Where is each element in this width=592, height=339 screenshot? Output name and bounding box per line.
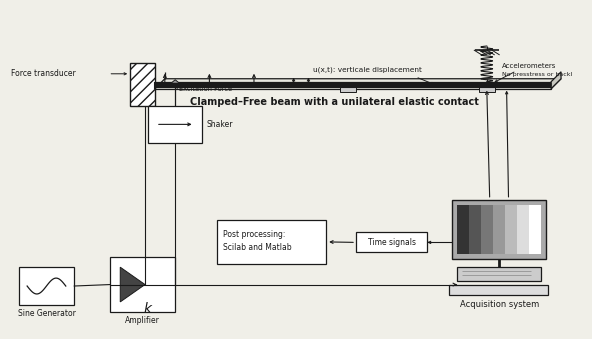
Bar xyxy=(481,205,493,254)
Polygon shape xyxy=(169,80,181,85)
Bar xyxy=(517,205,529,254)
Text: Acquisition system: Acquisition system xyxy=(459,300,539,309)
Text: Scilab and Matlab: Scilab and Matlab xyxy=(223,243,292,253)
Polygon shape xyxy=(120,267,145,302)
Bar xyxy=(217,220,326,264)
Bar xyxy=(110,257,175,312)
Text: Clamped–Free beam with a unilateral elastic contact: Clamped–Free beam with a unilateral elas… xyxy=(189,97,478,106)
Bar xyxy=(457,205,469,254)
Text: Post processing:: Post processing: xyxy=(223,230,286,239)
Bar xyxy=(452,200,546,259)
Polygon shape xyxy=(551,72,561,89)
Bar xyxy=(493,205,505,254)
Polygon shape xyxy=(155,82,551,89)
Polygon shape xyxy=(155,79,561,89)
Text: No presstress or backl: No presstress or backl xyxy=(501,72,572,77)
Bar xyxy=(340,86,356,92)
Bar xyxy=(479,86,495,92)
Bar xyxy=(529,205,541,254)
Bar xyxy=(19,267,73,305)
Bar xyxy=(449,285,548,295)
Text: k: k xyxy=(143,302,152,316)
Text: Shaker: Shaker xyxy=(207,120,233,129)
Text: Excitation Force: Excitation Force xyxy=(179,86,232,92)
Text: Force transducer: Force transducer xyxy=(11,69,76,78)
Text: Accelerometers: Accelerometers xyxy=(501,63,556,69)
Bar xyxy=(130,63,155,105)
Bar xyxy=(148,105,202,143)
Bar xyxy=(130,63,155,105)
Bar xyxy=(356,233,427,252)
Bar xyxy=(469,205,481,254)
Bar xyxy=(457,267,541,281)
Bar xyxy=(505,205,517,254)
Text: Sine Generator: Sine Generator xyxy=(18,309,75,318)
Text: u(x,t): verticale displacement: u(x,t): verticale displacement xyxy=(313,66,422,73)
Text: Amplifier: Amplifier xyxy=(125,316,160,325)
Text: Time signals: Time signals xyxy=(368,238,416,247)
